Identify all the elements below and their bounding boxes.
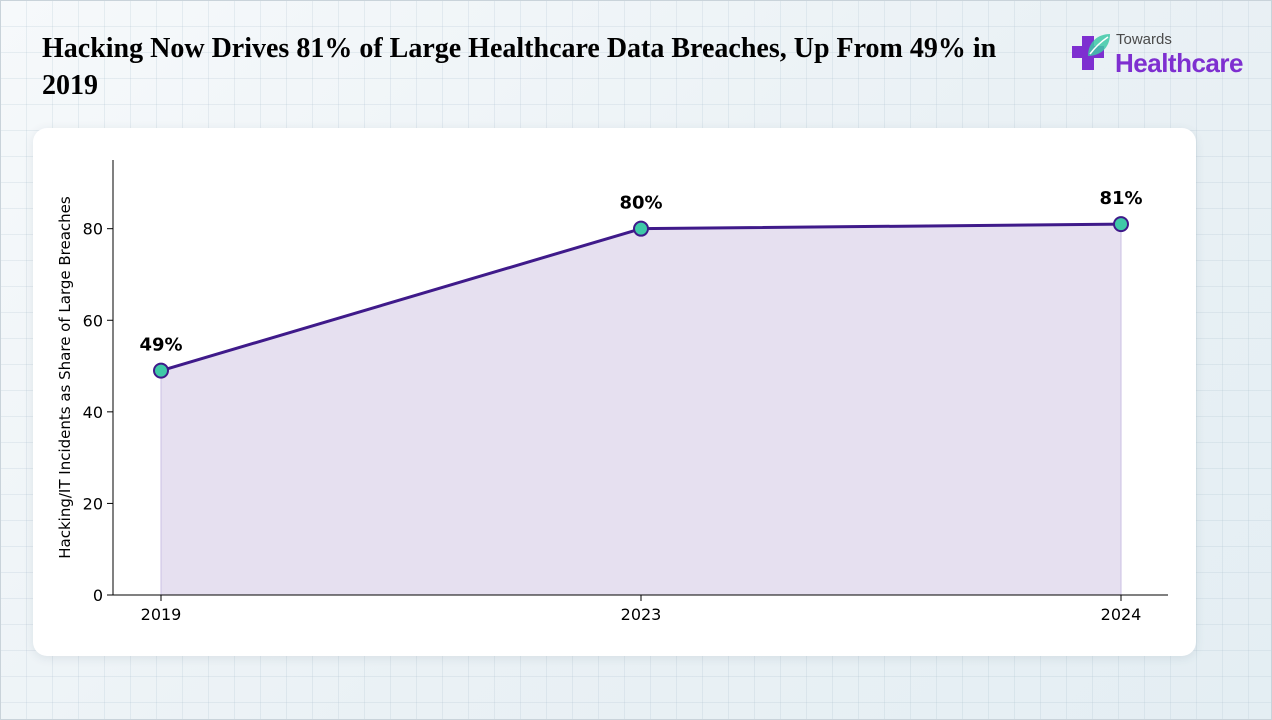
- x-tick-label: 2023: [621, 605, 662, 624]
- y-tick-label: 80: [83, 220, 103, 239]
- page-title: Hacking Now Drives 81% of Large Healthca…: [42, 33, 997, 101]
- y-axis-title: Hacking/IT Incidents as Share of Large B…: [56, 196, 74, 559]
- y-tick-label: 60: [83, 311, 103, 330]
- y-tick-label: 40: [83, 403, 103, 422]
- data-point-marker: [633, 220, 649, 237]
- medical-cross-icon: [1072, 34, 1110, 70]
- x-tick-label: 2024: [1101, 605, 1142, 624]
- y-tick-label: 0: [93, 586, 103, 605]
- y-tick-label: 20: [83, 494, 103, 513]
- data-label: 49%: [139, 335, 182, 356]
- logo-text-towards: Towards: [1116, 31, 1172, 48]
- x-tick-label: 2019: [141, 605, 182, 624]
- data-label: 81%: [1099, 188, 1142, 209]
- logo-text-healthcare: Healthcare: [1115, 48, 1243, 78]
- brand-logo: Towards Healthcare: [1070, 30, 1250, 80]
- area-fill: [161, 224, 1121, 595]
- data-label: 80%: [619, 193, 662, 214]
- data-point-marker: [1113, 216, 1129, 233]
- data-point-marker: [153, 362, 169, 379]
